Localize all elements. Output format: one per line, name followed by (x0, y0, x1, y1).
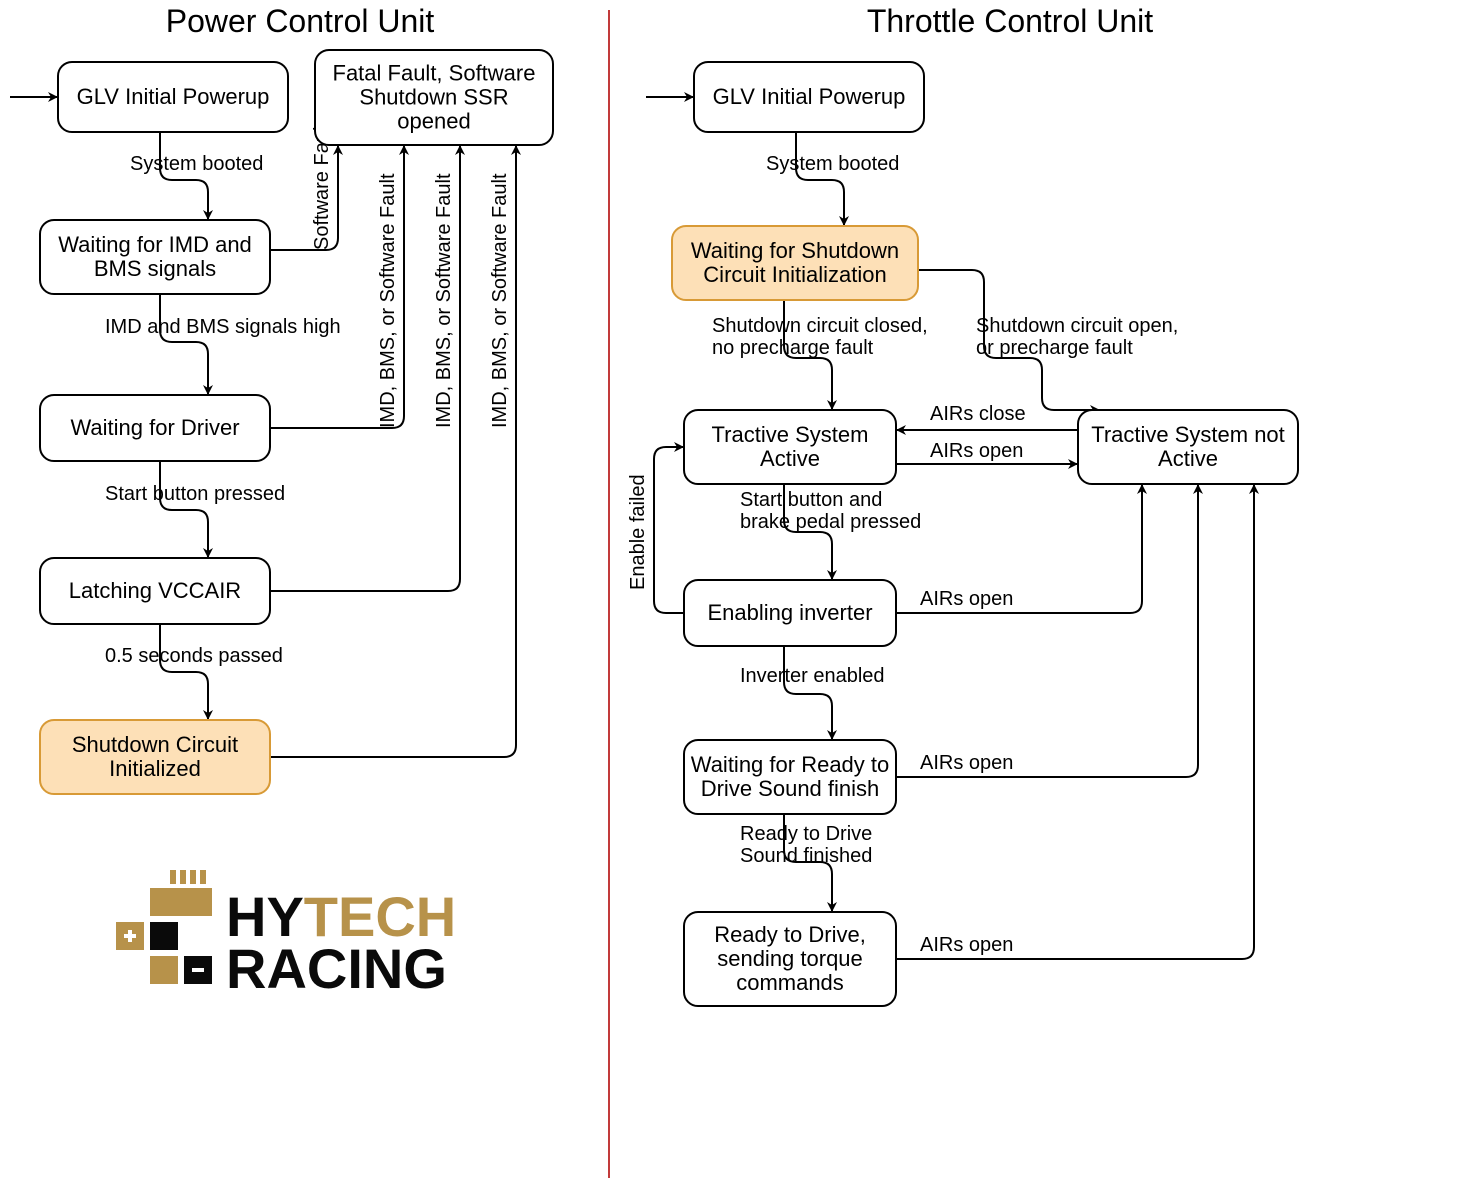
edge-label: Inverter enabled (740, 665, 885, 687)
state-label: Drive Sound finish (701, 776, 880, 801)
edge-label: Ready to Drive (740, 823, 872, 845)
state-label: Shutdown Circuit (72, 732, 238, 757)
state-label: Fatal Fault, Software (333, 61, 536, 86)
state-label: Waiting for Ready to (691, 752, 890, 777)
state-label: GLV Initial Powerup (713, 84, 906, 109)
state-label: sending torque (717, 946, 863, 971)
state-label: Waiting for Shutdown (691, 238, 899, 263)
edge (654, 447, 684, 613)
edge-label: or precharge fault (976, 337, 1133, 359)
svg-text:RACING: RACING (226, 937, 447, 1000)
state-label: Waiting for IMD and (58, 232, 252, 257)
state-label: Ready to Drive, (714, 922, 866, 947)
edge-label: Shutdown circuit closed, (712, 315, 928, 337)
edge-label: Shutdown circuit open, (976, 315, 1178, 337)
state-label: GLV Initial Powerup (77, 84, 270, 109)
state-label: Tractive System (712, 422, 869, 447)
edge-label: no precharge fault (712, 337, 874, 359)
state-label: Waiting for Driver (70, 415, 239, 440)
state-label: Shutdown SSR (359, 85, 508, 110)
edge (270, 145, 460, 591)
edge (896, 484, 1254, 959)
state-label: Tractive System not (1091, 422, 1285, 447)
state-label: BMS signals (94, 256, 216, 281)
state-label: Active (760, 446, 820, 471)
logo: HYTECHRACING (116, 870, 456, 1000)
edge (160, 624, 208, 720)
edge-label: AIRs open (930, 440, 1023, 462)
state-label: Active (1158, 446, 1218, 471)
edge-label: IMD, BMS, or Software Fault (489, 173, 511, 428)
edge-label: Start button pressed (105, 483, 285, 505)
edge-label: AIRs open (920, 752, 1013, 774)
state-label: commands (736, 970, 844, 995)
section-title: Throttle Control Unit (867, 3, 1153, 39)
edge-label: Enable failed (627, 474, 649, 590)
edge (160, 461, 208, 558)
edge-label: IMD, BMS, or Software Fault (377, 173, 399, 428)
state-label: Circuit Initialization (703, 262, 886, 287)
section-title: Power Control Unit (166, 3, 435, 39)
edge-label: IMD, BMS, or Software Fault (433, 173, 455, 428)
edge-label: 0.5 seconds passed (105, 645, 283, 667)
state-label: Enabling inverter (707, 600, 872, 625)
edge-label: Sound finished (740, 845, 872, 867)
edge-label: brake pedal pressed (740, 511, 921, 533)
edge-label: Start button and (740, 489, 882, 511)
state-label: Latching VCCAIR (69, 578, 241, 603)
edge-label: AIRs open (920, 588, 1013, 610)
edge-label: System booted (766, 153, 899, 175)
edge-label: AIRs close (930, 403, 1026, 425)
state-label: Initialized (109, 756, 201, 781)
edge (784, 646, 832, 740)
edge-label: System booted (130, 153, 263, 175)
state-label: opened (397, 109, 470, 134)
edge-label: AIRs open (920, 934, 1013, 956)
edge (160, 132, 208, 220)
edge (896, 484, 1198, 777)
edge-label: IMD and BMS signals high (105, 316, 341, 338)
edge (160, 294, 208, 395)
edge (796, 132, 844, 226)
